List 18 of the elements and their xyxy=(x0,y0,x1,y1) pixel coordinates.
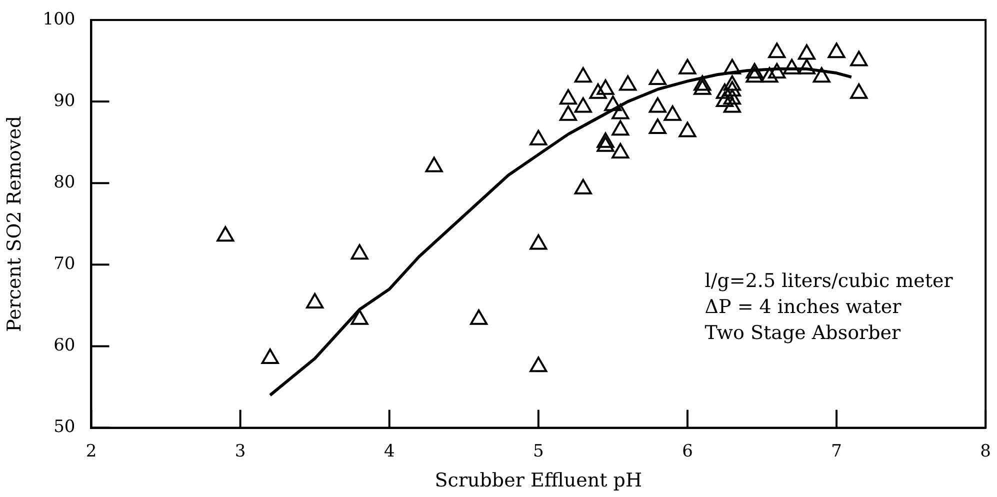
x-tick-label: 3 xyxy=(234,441,246,462)
annotation: Two Stage Absorber xyxy=(704,322,902,344)
x-tick-label: 6 xyxy=(682,441,693,462)
x-tick-label: 8 xyxy=(980,441,992,462)
y-tick-label: 60 xyxy=(54,336,76,356)
x-tick-label: 7 xyxy=(831,441,842,462)
annotation: l/g=2.5 liters/cubic meter xyxy=(704,270,954,292)
x-tick-label: 4 xyxy=(384,441,395,462)
y-axis-title: Percent SO2 Removed xyxy=(3,116,26,332)
y-tick-label: 70 xyxy=(54,254,76,274)
y-tick-label: 100 xyxy=(42,9,76,30)
y-tick-label: 90 xyxy=(54,90,76,111)
x-tick-label: 5 xyxy=(533,441,544,462)
x-tick-label: 2 xyxy=(86,441,97,462)
y-tick-label: 50 xyxy=(54,417,76,438)
y-tick-label: 80 xyxy=(54,172,76,193)
x-axis-title: Scrubber Effluent pH xyxy=(434,470,642,492)
annotation: ΔP = 4 inches water xyxy=(704,296,902,318)
